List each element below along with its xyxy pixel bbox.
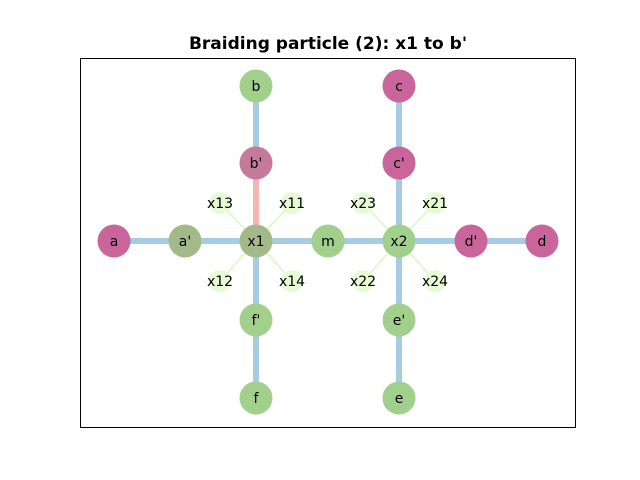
node-label: x13	[207, 196, 233, 212]
node-circle	[281, 192, 303, 214]
node-label: d'	[465, 234, 478, 250]
node-x14: x14	[279, 270, 305, 292]
node-x2: x2	[382, 224, 416, 258]
node-label: c	[395, 79, 403, 95]
node-circle	[525, 224, 559, 258]
node-circle	[382, 69, 416, 103]
node-label: m	[321, 234, 335, 250]
node-x12: x12	[207, 270, 233, 292]
node-label: b'	[250, 156, 263, 172]
node-circle	[239, 69, 273, 103]
node-b-prime: b'	[239, 146, 273, 180]
node-circle	[209, 192, 231, 214]
node-x22: x22	[350, 270, 376, 292]
node-circle	[239, 224, 273, 258]
node-circle	[209, 270, 231, 292]
node-a: a	[97, 224, 131, 258]
node-f: f	[239, 381, 273, 415]
node-circle	[239, 146, 273, 180]
diagram-title: Braiding particle (2): x1 to b'	[189, 34, 467, 54]
plot-frame	[80, 58, 576, 428]
node-label: x24	[422, 274, 448, 290]
node-label: e	[395, 391, 404, 407]
node-circle	[239, 303, 273, 337]
node-b: b	[239, 69, 273, 103]
nodes-layer: a a' x1 m x2 d' d b b' f' f c c' e' e	[97, 69, 559, 415]
node-m: m	[311, 224, 345, 258]
node-e: e	[382, 381, 416, 415]
node-label: b	[252, 79, 261, 95]
small-nodes-layer: x11 x12 x13 x14 x21 x22 x23 x24	[207, 192, 448, 292]
node-label: a'	[179, 234, 191, 250]
node-circle	[352, 270, 374, 292]
node-a-prime: a'	[168, 224, 202, 258]
node-c-prime: c'	[382, 146, 416, 180]
node-circle	[168, 224, 202, 258]
node-e-prime: e'	[382, 303, 416, 337]
node-label: f'	[252, 313, 261, 329]
node-circle	[382, 146, 416, 180]
node-label: x2	[390, 234, 407, 250]
node-x24: x24	[422, 270, 448, 292]
node-label: x14	[279, 274, 305, 290]
node-x21: x21	[422, 192, 448, 214]
node-circle	[239, 381, 273, 415]
node-x1: x1	[239, 224, 273, 258]
node-label: x22	[350, 274, 376, 290]
node-label: c'	[393, 156, 405, 172]
node-circle	[97, 224, 131, 258]
node-f-prime: f'	[239, 303, 273, 337]
node-d-prime: d'	[454, 224, 488, 258]
node-label: x11	[279, 196, 305, 212]
node-circle	[454, 224, 488, 258]
node-x13: x13	[207, 192, 233, 214]
node-label: x23	[350, 196, 376, 212]
node-label: a	[110, 234, 119, 250]
node-circle	[281, 270, 303, 292]
node-x23: x23	[350, 192, 376, 214]
node-label: x1	[247, 234, 264, 250]
node-label: f	[254, 391, 260, 407]
node-label: x21	[422, 196, 448, 212]
node-circle	[382, 224, 416, 258]
node-label: d	[538, 234, 547, 250]
node-circle	[424, 270, 446, 292]
node-c: c	[382, 69, 416, 103]
node-circle	[382, 381, 416, 415]
node-circle	[352, 192, 374, 214]
node-label: e'	[393, 313, 405, 329]
node-label: x12	[207, 274, 233, 290]
node-circle	[424, 192, 446, 214]
node-x11: x11	[279, 192, 305, 214]
node-circle	[311, 224, 345, 258]
node-d: d	[525, 224, 559, 258]
node-circle	[382, 303, 416, 337]
